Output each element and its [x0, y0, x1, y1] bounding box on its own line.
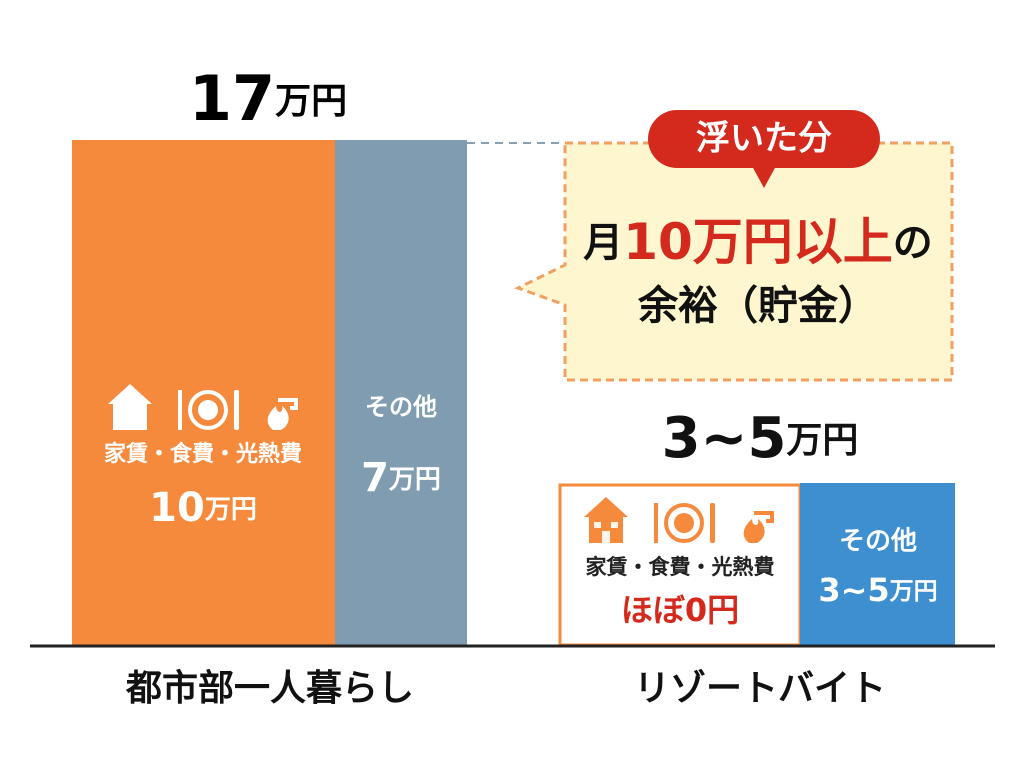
right-other-label: その他 — [839, 527, 917, 557]
callout-line2: 余裕（貯金） — [637, 283, 878, 329]
callout-tag: 浮いた分 — [696, 119, 832, 159]
right-other-bar — [800, 483, 955, 645]
right-other-amount: 3~5万円 — [818, 571, 937, 609]
left-other-label: その他 — [365, 393, 437, 421]
right-total: 3~5万円 — [662, 406, 859, 471]
callout-tag-pointer — [752, 166, 776, 188]
left-total: 17万円 — [189, 62, 347, 135]
right-main-label: 家賃・食費・光熱費 — [586, 555, 775, 579]
callout-line1: 月10万円以上の — [583, 213, 933, 271]
left-main-amount: 10万円 — [149, 485, 257, 531]
right-category: リゾートバイト — [634, 668, 886, 709]
left-other-bar — [335, 140, 467, 645]
right-main-amount: ほぼ0円 — [621, 591, 739, 629]
callout-tag-bg — [648, 110, 880, 168]
left-main-label: 家賃・食費・光熱費 — [104, 441, 302, 467]
left-category: 都市部一人暮らし — [125, 668, 414, 709]
callout-box — [514, 141, 954, 382]
left-other-amount: 7万円 — [361, 455, 441, 501]
